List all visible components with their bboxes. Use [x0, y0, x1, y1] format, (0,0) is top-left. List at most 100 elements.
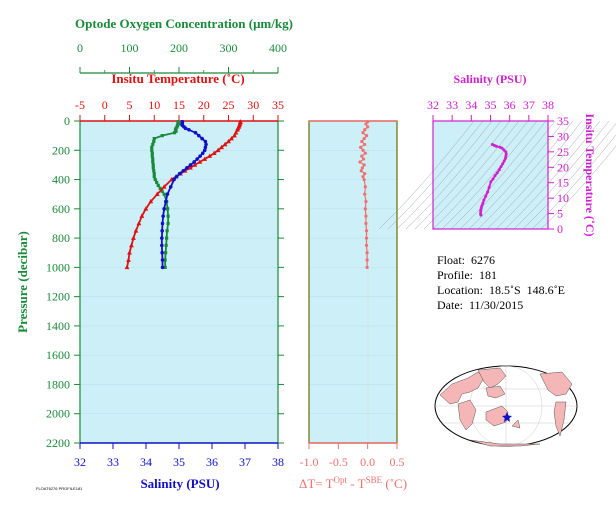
dt-point — [359, 169, 363, 173]
float-id: Float: 6276 — [437, 253, 496, 267]
temperature-point — [222, 141, 228, 147]
dt-series — [358, 120, 370, 269]
ts-salinity-tick-label: 38 — [542, 98, 554, 112]
dt-tick-label: 0.5 — [390, 455, 405, 469]
float-location-icon — [502, 412, 512, 422]
salinity-axis-title: Salinity (PSU) — [140, 476, 219, 491]
dt-point — [364, 243, 369, 248]
dt-point — [366, 125, 370, 129]
temperature-point — [136, 220, 142, 226]
temperature-point — [127, 250, 132, 255]
pressure-tick-label: 1000 — [46, 260, 70, 274]
salinity-tick-label: 36 — [206, 455, 218, 469]
ts-point — [489, 180, 493, 184]
temperature-point — [161, 184, 167, 189]
dt-point — [363, 128, 367, 132]
temperature-point — [235, 127, 240, 132]
ts-point — [502, 159, 506, 163]
salinity-point — [183, 126, 188, 131]
oxygen-point — [160, 134, 164, 138]
ts-point — [497, 168, 501, 172]
salinity-tick-label: 37 — [239, 455, 251, 469]
ts-temperature-tick-label: 20 — [557, 160, 569, 174]
pressure-tick-label: 1600 — [46, 348, 70, 362]
oxygen-point — [166, 214, 170, 218]
ts-point — [491, 177, 495, 181]
dt-point — [358, 160, 362, 164]
dt-point — [364, 122, 368, 126]
density-contour — [432, 120, 529, 230]
salinity-point — [203, 145, 208, 150]
temperature-point — [202, 156, 208, 161]
oxygen-point — [172, 131, 177, 135]
salinity-tick-label: 34 — [140, 455, 152, 469]
dt-point — [362, 136, 366, 141]
pressure-tick-label: 1800 — [46, 377, 70, 391]
ts-point — [502, 148, 506, 152]
oxygen-point — [150, 148, 154, 152]
salinity-point — [160, 243, 164, 248]
density-contour — [495, 120, 592, 230]
oxygen-point — [151, 142, 155, 147]
ts-salinity-tick-label: 34 — [465, 98, 477, 112]
salinity-point — [198, 154, 202, 158]
temperature-axis-title: Insitu Temperature (˚C) — [111, 71, 244, 86]
pressure-tick-label: 2000 — [46, 407, 70, 421]
salinity-point — [203, 139, 208, 144]
ts-temperature-tick-label: 30 — [557, 129, 569, 143]
ts-panel-bg — [433, 121, 548, 229]
salinity-point — [193, 130, 198, 135]
salinity-point — [172, 177, 176, 182]
density-contour — [522, 123, 616, 230]
pressure-axis-title: Pressure (decibar) — [15, 231, 30, 333]
salinity-point — [160, 221, 165, 226]
salinity-tick-label: 32 — [74, 455, 86, 469]
dt-point — [364, 236, 369, 240]
salinity-point — [160, 258, 165, 262]
profile-gridlines — [80, 150, 278, 414]
ts-salinity-tick-label: 33 — [446, 98, 458, 112]
temperature-point — [126, 257, 131, 262]
density-contour — [540, 145, 616, 230]
dt-axis-title: ΔT= TOpt - TSBE (˚C) — [299, 475, 407, 491]
dt-point — [363, 185, 367, 189]
temperature-point — [133, 228, 139, 233]
salinity-point — [200, 136, 204, 141]
temperature-point — [211, 150, 217, 155]
salinity-point — [195, 157, 199, 161]
dt-point — [359, 145, 363, 149]
ts-point — [498, 145, 502, 149]
pressure-tick-label: 600 — [52, 202, 70, 216]
salinity-point — [160, 250, 164, 255]
oxygen-point — [164, 243, 168, 248]
ts-salinity-tick-label: 32 — [427, 98, 439, 112]
temperature-point — [197, 159, 203, 164]
temperature-point — [226, 138, 231, 144]
ts-point — [493, 174, 497, 178]
dt-point — [366, 120, 370, 124]
dt-point — [361, 148, 365, 152]
oxygen-point — [163, 258, 167, 262]
density-contour — [396, 120, 493, 230]
density-contour — [378, 120, 475, 230]
oxygen-tick-label: 0 — [77, 41, 83, 55]
profile-panel-bg — [80, 121, 278, 443]
salinity-tick-label: 35 — [173, 455, 185, 469]
temperature-tick-label: 0 — [102, 98, 108, 112]
ts-point — [482, 198, 486, 202]
ts-temperature-tick-label: 5 — [557, 207, 563, 221]
temperature-point — [192, 162, 198, 167]
temperature-point — [131, 235, 136, 240]
temperature-tick-label: 15 — [173, 98, 185, 112]
oxygen-point — [165, 236, 169, 240]
temperature-point — [187, 165, 193, 170]
dt-point — [365, 265, 369, 269]
pressure-tick-label: 1400 — [46, 319, 70, 333]
temperature-tick-label: 30 — [247, 98, 259, 112]
salinity-point — [168, 185, 173, 189]
temperature-point — [229, 135, 234, 141]
salinity-point — [187, 127, 191, 132]
dt-point — [364, 229, 369, 233]
salinity-point — [160, 236, 164, 240]
ts-salinity-tick-label: 37 — [523, 98, 535, 112]
